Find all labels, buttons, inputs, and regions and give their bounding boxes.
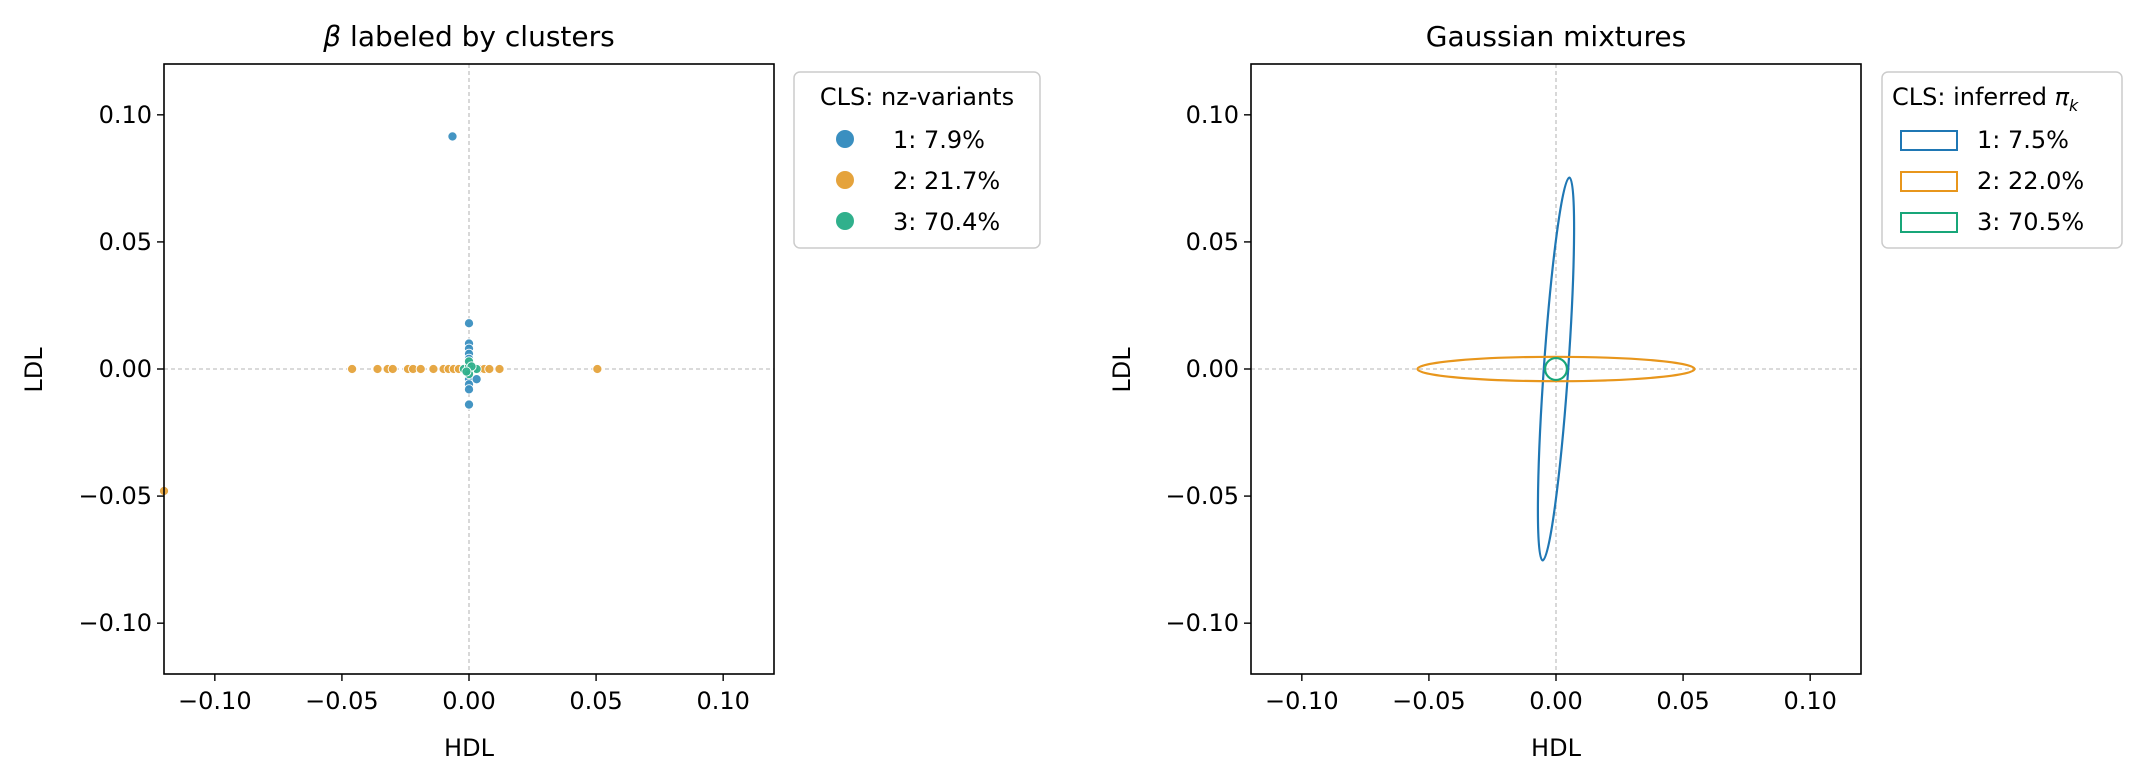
scatter-point-cluster-3 xyxy=(461,366,472,377)
right-legend-swatch-3 xyxy=(1900,212,1958,233)
right-legend-entry-2: 2: 22.0% xyxy=(1977,167,2084,195)
right-legend-entry-1: 1: 7.5% xyxy=(1977,126,2069,154)
left-y-tick-label: −0.05 xyxy=(78,482,152,510)
left-y-tick-label: 0.10 xyxy=(99,101,152,129)
right-chart-title: Gaussian mixtures xyxy=(1426,20,1686,53)
left-y-axis-label: LDL xyxy=(20,347,48,393)
gaussian-ellipse-cluster-1 xyxy=(1536,176,1576,562)
scatter-point-cluster-2 xyxy=(494,363,505,375)
scatter-point-cluster-1 xyxy=(463,318,475,329)
left-chart-panel: β labeled by clusters HDL LDL −0.10 −0.05… xyxy=(20,20,1041,762)
scatter-point-cluster-2 xyxy=(372,363,383,375)
left-y-tick-label: −0.10 xyxy=(78,609,152,637)
left-chart-title-symbol: β xyxy=(322,20,341,53)
left-x-tick-label: 0.00 xyxy=(442,687,495,715)
left-legend-entry-1: 1: 7.9% xyxy=(893,126,985,154)
scatter-point-cluster-2 xyxy=(347,363,358,375)
right-legend-swatch-2 xyxy=(1900,171,1958,192)
left-y-tick-label: 0.00 xyxy=(99,355,152,383)
right-x-tick-label: −0.05 xyxy=(1392,687,1466,715)
scatter-point-cluster-1 xyxy=(463,399,475,410)
left-legend-entry-3: 3: 70.4% xyxy=(893,208,1000,236)
scatter-point-cluster-2 xyxy=(428,363,439,375)
right-x-tick-label: 0.05 xyxy=(1656,687,1709,715)
left-chart-title-text: labeled by clusters xyxy=(341,20,615,53)
right-legend-box xyxy=(1881,71,2123,249)
left-chart-title: β labeled by clusters xyxy=(322,20,614,53)
scatter-point-cluster-2 xyxy=(415,363,426,375)
left-x-tick-label: −0.10 xyxy=(178,687,252,715)
right-y-tick-label: −0.10 xyxy=(1165,609,1239,637)
scatter-point-cluster-2 xyxy=(484,363,495,375)
right-y-tick-label: −0.05 xyxy=(1165,482,1239,510)
right-x-axis-label: HDL xyxy=(1531,734,1582,762)
gaussian-ellipse-cluster-3 xyxy=(1543,356,1569,382)
scatter-point-cluster-1 xyxy=(447,131,458,142)
left-x-tick-label: −0.05 xyxy=(305,687,379,715)
left-legend-marker-1 xyxy=(836,130,854,148)
scatter-point-cluster-1 xyxy=(463,384,475,395)
scatter-point-cluster-1 xyxy=(471,374,482,385)
right-x-tick-label: 0.10 xyxy=(1783,687,1836,715)
right-y-axis-label: LDL xyxy=(1108,347,1136,393)
right-legend-entry-3: 3: 70.5% xyxy=(1977,208,2084,236)
right-legend-title: CLS: inferred πk xyxy=(1892,83,2079,115)
left-legend-entry-2: 2: 21.7% xyxy=(893,167,1000,195)
gaussian-ellipse-cluster-2 xyxy=(1416,355,1696,383)
left-x-tick-label: 0.10 xyxy=(696,687,749,715)
right-y-tick-label: 0.10 xyxy=(1186,101,1239,129)
right-legend-swatch-1 xyxy=(1900,130,1958,151)
left-x-axis-label: HDL xyxy=(444,734,495,762)
left-x-tick-label: 0.05 xyxy=(569,687,622,715)
right-legend: CLS: inferred πk 1: 7.5% 2: 22.0% 3: 70.… xyxy=(1881,71,2123,249)
scatter-point-cluster-2 xyxy=(592,363,603,375)
right-y-tick-label: 0.00 xyxy=(1186,355,1239,383)
left-legend-box xyxy=(793,71,1041,249)
right-y-tick-label: 0.05 xyxy=(1186,228,1239,256)
left-legend-marker-3 xyxy=(836,212,854,230)
left-y-tick-label: 0.05 xyxy=(99,228,152,256)
right-chart-panel: Gaussian mixtures HDL LDL −0.10 −0.05 0.00… xyxy=(1108,20,2123,762)
left-legend-title: CLS: nz-variants xyxy=(820,83,1014,111)
right-x-tick-label: 0.00 xyxy=(1529,687,1582,715)
right-x-tick-label: −0.10 xyxy=(1265,687,1339,715)
right-legend-title-symbol: π xyxy=(2055,83,2070,111)
left-legend: CLS: nz-variants 1: 7.9% 2: 21.7% 3: 70.… xyxy=(793,71,1041,249)
scatter-point-cluster-2 xyxy=(387,363,398,375)
right-legend-title-text: CLS: inferred xyxy=(1892,83,2055,111)
right-legend-title-subscript: k xyxy=(2069,96,2079,115)
left-legend-marker-2 xyxy=(836,171,854,189)
